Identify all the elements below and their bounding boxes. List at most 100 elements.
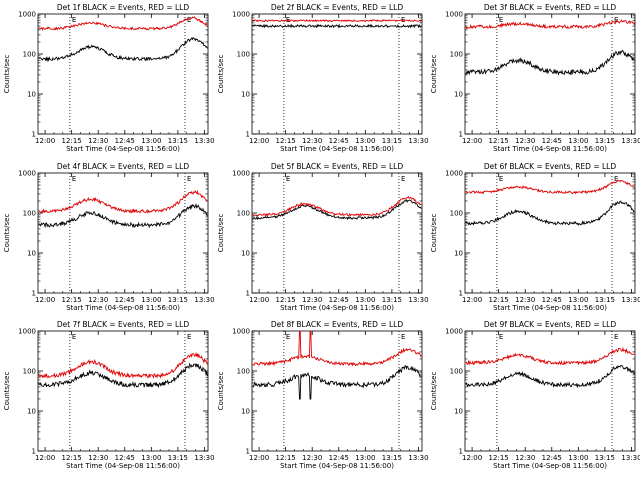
y-tick-label: 100 bbox=[23, 51, 36, 59]
plot-frame bbox=[464, 172, 636, 294]
y-tick-label: 10 bbox=[454, 408, 463, 416]
x-tick-label: 13:00 bbox=[355, 137, 375, 145]
x-tick-label: 13:30 bbox=[408, 296, 428, 304]
x-axis-label: Start Time (04-Sep-08 11:56:00) bbox=[493, 304, 607, 312]
x-tick-label: 12:15 bbox=[62, 454, 82, 462]
interval-marker-label: E bbox=[499, 333, 503, 341]
interval-marker-label: E bbox=[614, 16, 618, 24]
x-tick-label: 13:30 bbox=[194, 454, 214, 462]
y-tick-label: 10 bbox=[241, 250, 250, 258]
panel-title: Det 4f BLACK = Events, RED = LLD bbox=[57, 162, 190, 171]
interval-marker-label: E bbox=[286, 175, 290, 183]
x-tick-label: 13:00 bbox=[141, 296, 161, 304]
y-tick-label: 1000 bbox=[445, 328, 463, 336]
x-tick-label: 12:00 bbox=[462, 137, 482, 145]
y-tick-label: 1000 bbox=[232, 11, 250, 19]
y-tick-label: 100 bbox=[450, 51, 463, 59]
detector-panel-7: Det 7f BLACK = Events, RED = LLD Counts/s… bbox=[3, 320, 215, 470]
x-tick-label: 13:00 bbox=[141, 137, 161, 145]
x-tick-label: 13:30 bbox=[194, 296, 214, 304]
y-axis-label: Counts/sec bbox=[217, 214, 225, 253]
series-lld-line bbox=[465, 19, 635, 30]
series-lld-line bbox=[465, 179, 635, 195]
x-tick-label: 13:30 bbox=[408, 137, 428, 145]
x-tick-label: 12:00 bbox=[35, 296, 55, 304]
interval-marker-label: E bbox=[72, 16, 76, 24]
series-lld-line bbox=[465, 346, 635, 366]
x-tick-label: 13:15 bbox=[595, 296, 615, 304]
plot-frame bbox=[37, 172, 209, 294]
y-tick-label: 100 bbox=[450, 368, 463, 376]
y-tick-label: 1000 bbox=[18, 11, 36, 19]
series-lld-line bbox=[38, 16, 208, 31]
detector-panel-3: Det 3f BLACK = Events, RED = LLD Counts/s… bbox=[430, 3, 640, 153]
y-tick-label: 1000 bbox=[18, 328, 36, 336]
y-tick-label: 10 bbox=[241, 408, 250, 416]
plot-frame bbox=[464, 13, 636, 135]
x-axis-label: Start Time (04-Sep-08 11:56:00) bbox=[493, 145, 607, 153]
x-tick-label: 12:00 bbox=[35, 454, 55, 462]
x-tick-label: 12:30 bbox=[88, 137, 108, 145]
x-tick-label: 12:45 bbox=[329, 137, 349, 145]
x-tick-label: 12:15 bbox=[276, 137, 296, 145]
detector-panel-5: Det 5f BLACK = Events, RED = LLD Counts/s… bbox=[217, 162, 429, 312]
y-tick-label: 100 bbox=[237, 51, 250, 59]
plot-frame bbox=[251, 13, 423, 135]
plot-frame bbox=[464, 330, 636, 452]
y-axis-label: Counts/sec bbox=[217, 55, 225, 94]
series-lld-line bbox=[38, 351, 208, 379]
panel-title: Det 2f BLACK = Events, RED = LLD bbox=[271, 3, 404, 12]
y-tick-label: 100 bbox=[23, 210, 36, 218]
x-tick-label: 13:00 bbox=[355, 296, 375, 304]
plot-frame bbox=[251, 330, 423, 452]
panel-title: Det 6f BLACK = Events, RED = LLD bbox=[484, 162, 617, 171]
interval-marker-label: E bbox=[401, 333, 405, 341]
panel-title: Det 8f BLACK = Events, RED = LLD bbox=[271, 320, 404, 329]
y-tick-label: 1 bbox=[459, 448, 463, 456]
x-tick-label: 13:15 bbox=[382, 296, 402, 304]
x-tick-label: 13:00 bbox=[568, 296, 588, 304]
x-tick-label: 12:15 bbox=[489, 137, 509, 145]
x-tick-label: 13:30 bbox=[194, 137, 214, 145]
x-axis-label: Start Time (04-Sep-08 11:56:00) bbox=[66, 304, 180, 312]
x-tick-label: 13:30 bbox=[621, 454, 640, 462]
series-events-line bbox=[465, 200, 635, 226]
y-tick-label: 100 bbox=[237, 368, 250, 376]
x-axis-label: Start Time (04-Sep-08 11:56:00) bbox=[280, 145, 394, 153]
x-tick-label: 12:30 bbox=[515, 137, 535, 145]
x-tick-label: 12:30 bbox=[302, 454, 322, 462]
x-axis-label: Start Time (04-Sep-08 11:56:00) bbox=[280, 304, 394, 312]
x-tick-label: 12:15 bbox=[62, 296, 82, 304]
y-tick-label: 100 bbox=[450, 210, 463, 218]
x-tick-label: 13:15 bbox=[382, 137, 402, 145]
x-tick-label: 12:00 bbox=[462, 296, 482, 304]
y-axis-label: Counts/sec bbox=[3, 55, 11, 94]
interval-marker-label: E bbox=[72, 175, 76, 183]
series-lld-line bbox=[38, 189, 208, 215]
x-axis-label: Start Time (04-Sep-08 11:56:00) bbox=[280, 462, 394, 470]
x-tick-label: 13:15 bbox=[382, 454, 402, 462]
y-tick-label: 10 bbox=[27, 250, 36, 258]
x-tick-label: 13:15 bbox=[168, 137, 188, 145]
series-lld-line bbox=[252, 195, 422, 217]
x-tick-label: 12:00 bbox=[35, 137, 55, 145]
interval-marker-label: E bbox=[286, 16, 290, 24]
interval-marker-label: E bbox=[187, 175, 191, 183]
y-tick-label: 1000 bbox=[232, 170, 250, 178]
x-tick-label: 13:15 bbox=[168, 296, 188, 304]
x-tick-label: 13:00 bbox=[141, 454, 161, 462]
x-tick-label: 12:15 bbox=[62, 137, 82, 145]
x-tick-label: 12:30 bbox=[302, 296, 322, 304]
x-tick-label: 12:45 bbox=[115, 296, 135, 304]
interval-marker-label: E bbox=[499, 16, 503, 24]
x-tick-label: 13:15 bbox=[168, 454, 188, 462]
series-events-line bbox=[252, 199, 422, 221]
x-tick-label: 13:15 bbox=[595, 454, 615, 462]
x-tick-label: 13:15 bbox=[595, 137, 615, 145]
y-tick-label: 1 bbox=[246, 131, 250, 139]
detector-panel-2: Det 2f BLACK = Events, RED = LLD Counts/s… bbox=[217, 3, 429, 153]
y-tick-label: 100 bbox=[23, 368, 36, 376]
plot-frame bbox=[251, 172, 423, 294]
panel-title: Det 1f BLACK = Events, RED = LLD bbox=[57, 3, 190, 12]
